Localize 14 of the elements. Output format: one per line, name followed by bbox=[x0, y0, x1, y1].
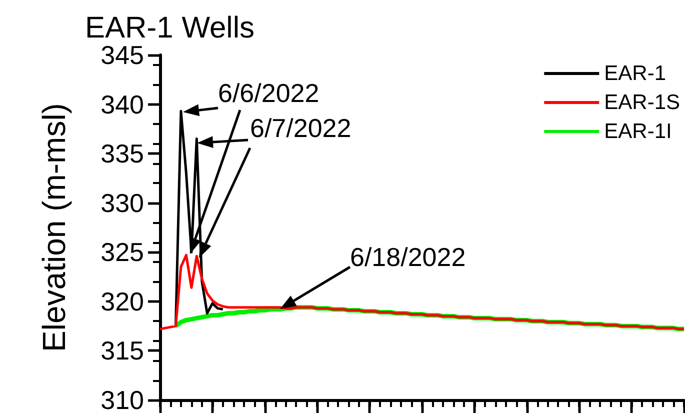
annotation: 6/6/2022 bbox=[218, 78, 320, 108]
y-tick-label: 315 bbox=[100, 336, 144, 366]
y-tick-label: 330 bbox=[100, 188, 144, 218]
y-axis-title: Elevation (m-msl) bbox=[36, 103, 72, 352]
annotation: 6/7/2022 bbox=[250, 113, 352, 143]
y-tick-label: 320 bbox=[100, 286, 144, 316]
legend-label: EAR-1I bbox=[604, 120, 672, 143]
y-tick-label: 340 bbox=[100, 89, 144, 120]
y-tick-label: 335 bbox=[100, 138, 144, 169]
y-tick-label: 310 bbox=[100, 385, 144, 415]
annotation: 6/18/2022 bbox=[350, 242, 466, 272]
legend-label: EAR-1 bbox=[604, 62, 666, 85]
y-tick-label: 325 bbox=[100, 237, 144, 268]
legend-label: EAR-1S bbox=[604, 91, 680, 114]
